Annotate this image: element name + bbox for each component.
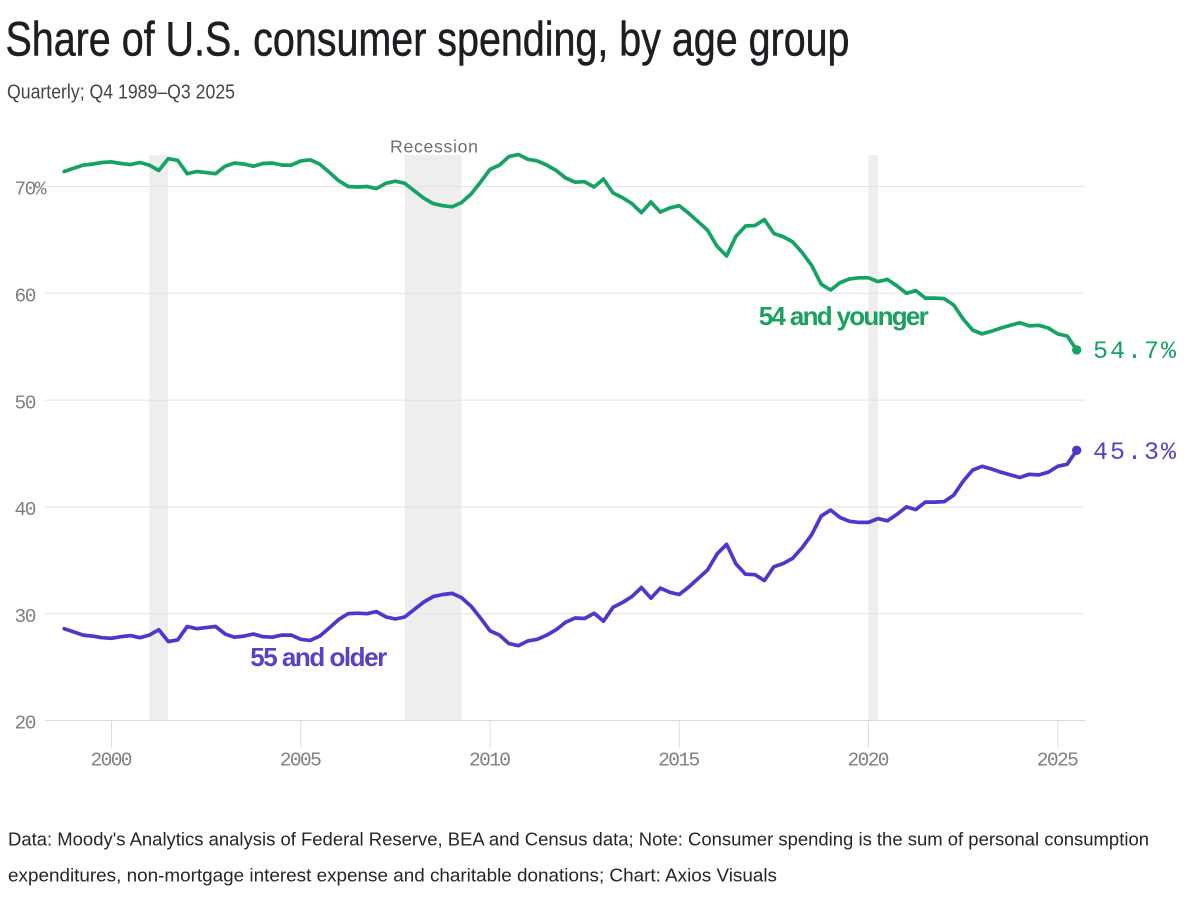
- svg-text:Data: Moody's Analytics analys: Data: Moody's Analytics analysis of Fede…: [8, 828, 1149, 849]
- svg-text:40: 40: [15, 499, 37, 521]
- svg-text:Share of U.S. consumer spendin: Share of U.S. consumer spending, by age …: [6, 14, 850, 67]
- svg-text:60: 60: [15, 286, 37, 308]
- svg-text:expenditures, non-mortgage int: expenditures, non-mortgage interest expe…: [8, 864, 777, 885]
- svg-text:2025: 2025: [1037, 749, 1079, 771]
- svg-text:50: 50: [15, 392, 37, 414]
- svg-text:2005: 2005: [280, 749, 322, 771]
- svg-text:2010: 2010: [469, 749, 511, 771]
- svg-text:54.7%: 54.7%: [1093, 337, 1177, 366]
- svg-text:70%: 70%: [15, 179, 47, 201]
- svg-text:2015: 2015: [658, 749, 700, 771]
- svg-text:2000: 2000: [91, 749, 133, 771]
- svg-text:54 and younger: 54 and younger: [759, 301, 929, 331]
- svg-text:45.3%: 45.3%: [1093, 438, 1177, 467]
- svg-text:30: 30: [15, 606, 37, 628]
- svg-text:2020: 2020: [848, 749, 890, 771]
- svg-text:Quarterly; Q4 1989–Q3 2025: Quarterly; Q4 1989–Q3 2025: [7, 81, 235, 103]
- svg-text:20: 20: [15, 713, 37, 735]
- svg-text:Recession: Recession: [390, 137, 478, 157]
- svg-text:55 and older: 55 and older: [250, 642, 387, 672]
